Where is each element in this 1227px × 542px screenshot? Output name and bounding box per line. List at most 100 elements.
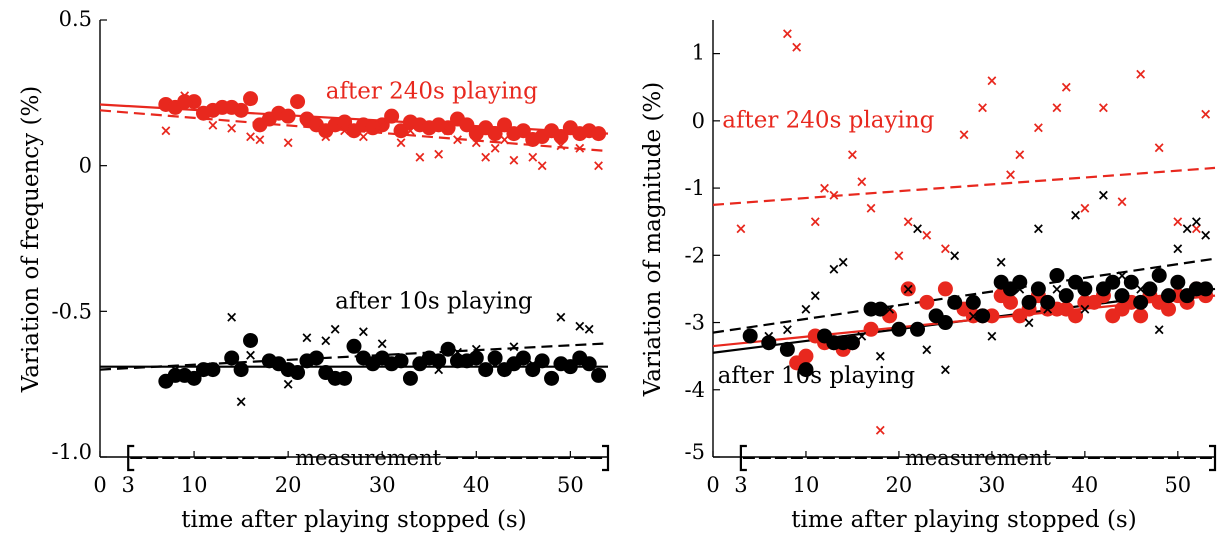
data-point-dot xyxy=(1142,281,1158,297)
data-point-dot xyxy=(308,350,324,366)
data-point-x: × xyxy=(254,130,267,148)
data-point-x: × xyxy=(1069,206,1082,224)
data-point-dot xyxy=(186,370,202,386)
data-point-x: × xyxy=(902,280,915,298)
data-point-dot xyxy=(205,362,221,378)
data-point-x: × xyxy=(178,87,191,105)
data-point-x: × xyxy=(781,24,794,42)
data-point-x: × xyxy=(414,352,427,370)
data-point-dot xyxy=(1123,274,1139,290)
x-tick-label: 30 xyxy=(369,473,396,497)
data-point-x: × xyxy=(498,130,511,148)
data-point-x: × xyxy=(319,331,332,349)
data-point-dot xyxy=(290,94,306,110)
data-point-x: × xyxy=(329,320,342,338)
data-point-x: × xyxy=(828,260,841,278)
data-point-dot xyxy=(863,321,879,337)
data-point-x: × xyxy=(526,148,539,166)
data-point-x: × xyxy=(865,199,878,217)
y-tick-label: -0.5 xyxy=(52,299,93,323)
data-point-x: × xyxy=(809,213,822,231)
measurement-bracket: measurement xyxy=(127,444,610,472)
x-tick-label: 30 xyxy=(979,473,1006,497)
data-point-x: × xyxy=(911,219,924,237)
data-point-x: × xyxy=(357,323,370,341)
data-point-x: × xyxy=(395,133,408,151)
data-point-dot xyxy=(900,281,916,297)
data-point-dot xyxy=(337,370,353,386)
data-point-dot xyxy=(1002,294,1018,310)
x-tick-label: 20 xyxy=(275,473,302,497)
data-point-x: × xyxy=(855,172,868,190)
data-point-x: × xyxy=(1079,300,1092,318)
data-point-dot xyxy=(1198,281,1214,297)
data-point-dot xyxy=(937,281,953,297)
data-point-x: × xyxy=(1004,166,1017,184)
measurement-bracket: measurement xyxy=(739,444,1217,472)
data-point-x: × xyxy=(986,72,999,90)
data-point-dot xyxy=(459,117,475,133)
data-point-x: × xyxy=(921,226,934,244)
data-point-dot xyxy=(440,120,456,136)
data-point-x: × xyxy=(1013,280,1026,298)
x-tick-label: 0 xyxy=(93,473,106,497)
data-point-dot xyxy=(761,335,777,351)
data-point-x: × xyxy=(319,128,332,146)
data-point-x: × xyxy=(818,179,831,197)
data-point-dot xyxy=(346,338,362,354)
series-black-x: × ××××××××××××××××××××××××××××××× xyxy=(762,186,1212,379)
data-point-x: × xyxy=(1041,300,1054,318)
data-point-x: × xyxy=(1097,98,1110,116)
data-point-x: × xyxy=(939,361,952,379)
x-tick-label: 50 xyxy=(1164,473,1191,497)
y-tick-label: 1 xyxy=(692,41,705,65)
data-point-dot xyxy=(186,94,202,110)
data-point-x: × xyxy=(348,337,361,355)
data-point-dot xyxy=(798,348,814,364)
annotation-after-10s: after 10s playing xyxy=(335,288,533,314)
data-point-x: × xyxy=(432,145,445,163)
y-tick-label: 0 xyxy=(79,154,92,178)
data-point-dot xyxy=(1068,308,1084,324)
data-point-x: × xyxy=(1134,65,1147,83)
x-tick-label: 50 xyxy=(557,473,584,497)
plot-area: ××××××××××××××××××××××××××××××××××××××××… xyxy=(100,87,609,411)
data-point-x: × xyxy=(790,38,803,56)
data-point-x: × xyxy=(508,151,521,169)
series-red-x: ×××××××××××××××××××××××××××××× xyxy=(735,24,1212,439)
data-point-x: × xyxy=(800,300,813,318)
measurement-label: measurement xyxy=(905,446,1051,470)
data-point-x: × xyxy=(442,122,455,140)
y-tick-label: -4 xyxy=(685,378,705,402)
data-point-x: × xyxy=(1023,314,1036,332)
data-point-dot xyxy=(534,353,550,369)
data-point-x: × xyxy=(1199,226,1212,244)
data-point-x: × xyxy=(1013,145,1026,163)
data-point-dot xyxy=(742,328,758,344)
series-black-x: × × ×××× ××× ×××××× × ×× ××××× ×× xyxy=(169,308,596,410)
x-tick-label: 10 xyxy=(793,473,820,497)
x-tick-label: 10 xyxy=(181,473,208,497)
data-point-dot xyxy=(1012,274,1028,290)
data-point-x: × xyxy=(479,148,492,166)
data-point-x: × xyxy=(874,421,887,439)
data-point-x: × xyxy=(846,145,859,163)
data-point-x: × xyxy=(263,110,276,128)
x-tick-label: 40 xyxy=(1071,473,1098,497)
data-point-dot xyxy=(1133,308,1149,324)
data-point-x: × xyxy=(855,327,868,345)
annotation-after-240s: after 240s playing xyxy=(326,79,538,105)
data-point-x: × xyxy=(948,246,961,264)
data-point-dot xyxy=(497,117,513,133)
data-point-dot xyxy=(1161,288,1177,304)
data-point-x: × xyxy=(592,157,605,175)
data-point-x: × xyxy=(1079,199,1092,217)
y-tick-label: -3 xyxy=(685,311,705,335)
y-axis-label: Variation of magnitude (%) xyxy=(640,82,666,397)
data-point-x: × xyxy=(921,340,934,358)
data-point-x: × xyxy=(1190,213,1203,231)
